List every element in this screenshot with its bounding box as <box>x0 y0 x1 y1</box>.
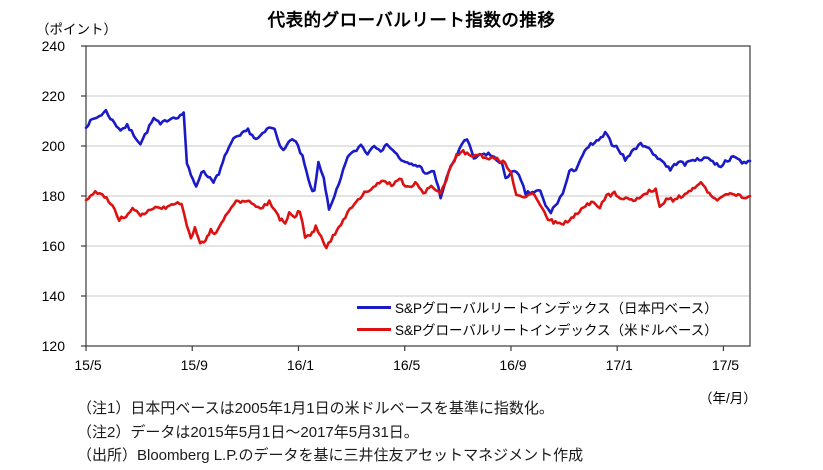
legend-label-usd: S&Pグローバルリートインデックス（米ドルベース） <box>395 323 718 338</box>
x-tick-label-15/5: 15/5 <box>74 357 101 373</box>
chart-title: 代表的グローバルリート指数の推移 <box>267 10 556 30</box>
x-tick-label-16/5: 16/5 <box>393 357 420 373</box>
legend-line-swatch-jpy <box>357 305 391 309</box>
x-tick-label-15/9: 15/9 <box>181 357 208 373</box>
legend-item-jpy: S&Pグローバルリートインデックス（日本円ベース） <box>357 296 718 318</box>
x-tick-label-16/9: 16/9 <box>499 357 526 373</box>
y-tick-label-200: 200 <box>42 138 66 154</box>
series-line-usd <box>84 149 752 250</box>
x-tick-label-17/5: 17/5 <box>712 357 739 373</box>
footnote-1: （注1）日本円ベースは2005年1月1日の米ドルベースを基準に指数化。 <box>77 400 554 417</box>
y-axis-unit-label: （ポイント） <box>36 22 117 37</box>
y-tick-label-180: 180 <box>42 188 66 204</box>
legend-label-jpy: S&Pグローバルリートインデックス（日本円ベース） <box>395 301 718 316</box>
x-tick-label-17/1: 17/1 <box>606 357 633 373</box>
legend-item-usd: S&Pグローバルリートインデックス（米ドルベース） <box>357 318 718 340</box>
chart-legend: S&Pグローバルリートインデックス（日本円ベース） S&Pグローバルリートインデ… <box>357 296 718 340</box>
y-tick-label-120: 120 <box>42 338 66 354</box>
footnotes: （注1）日本円ベースは2005年1月1日の米ドルベースを基準に指数化。 （注2）… <box>77 397 583 468</box>
footnote-2: （注2）データは2015年5月1日～2017年5月31日。 <box>77 423 419 441</box>
y-tick-label-220: 220 <box>42 88 66 104</box>
y-tick-label-240: 240 <box>42 38 66 54</box>
x-tick-label-16/1: 16/1 <box>287 357 314 373</box>
y-tick-label-140: 140 <box>42 288 66 304</box>
source-note: （出所）Bloomberg L.P.のデータを基に三井住友アセットマネジメント作… <box>77 447 584 465</box>
legend-line-swatch-usd <box>357 327 391 331</box>
x-axis-unit-label: （年/月） <box>699 391 757 406</box>
y-tick-label-160: 160 <box>42 238 66 254</box>
series-line-jpy <box>84 108 752 215</box>
